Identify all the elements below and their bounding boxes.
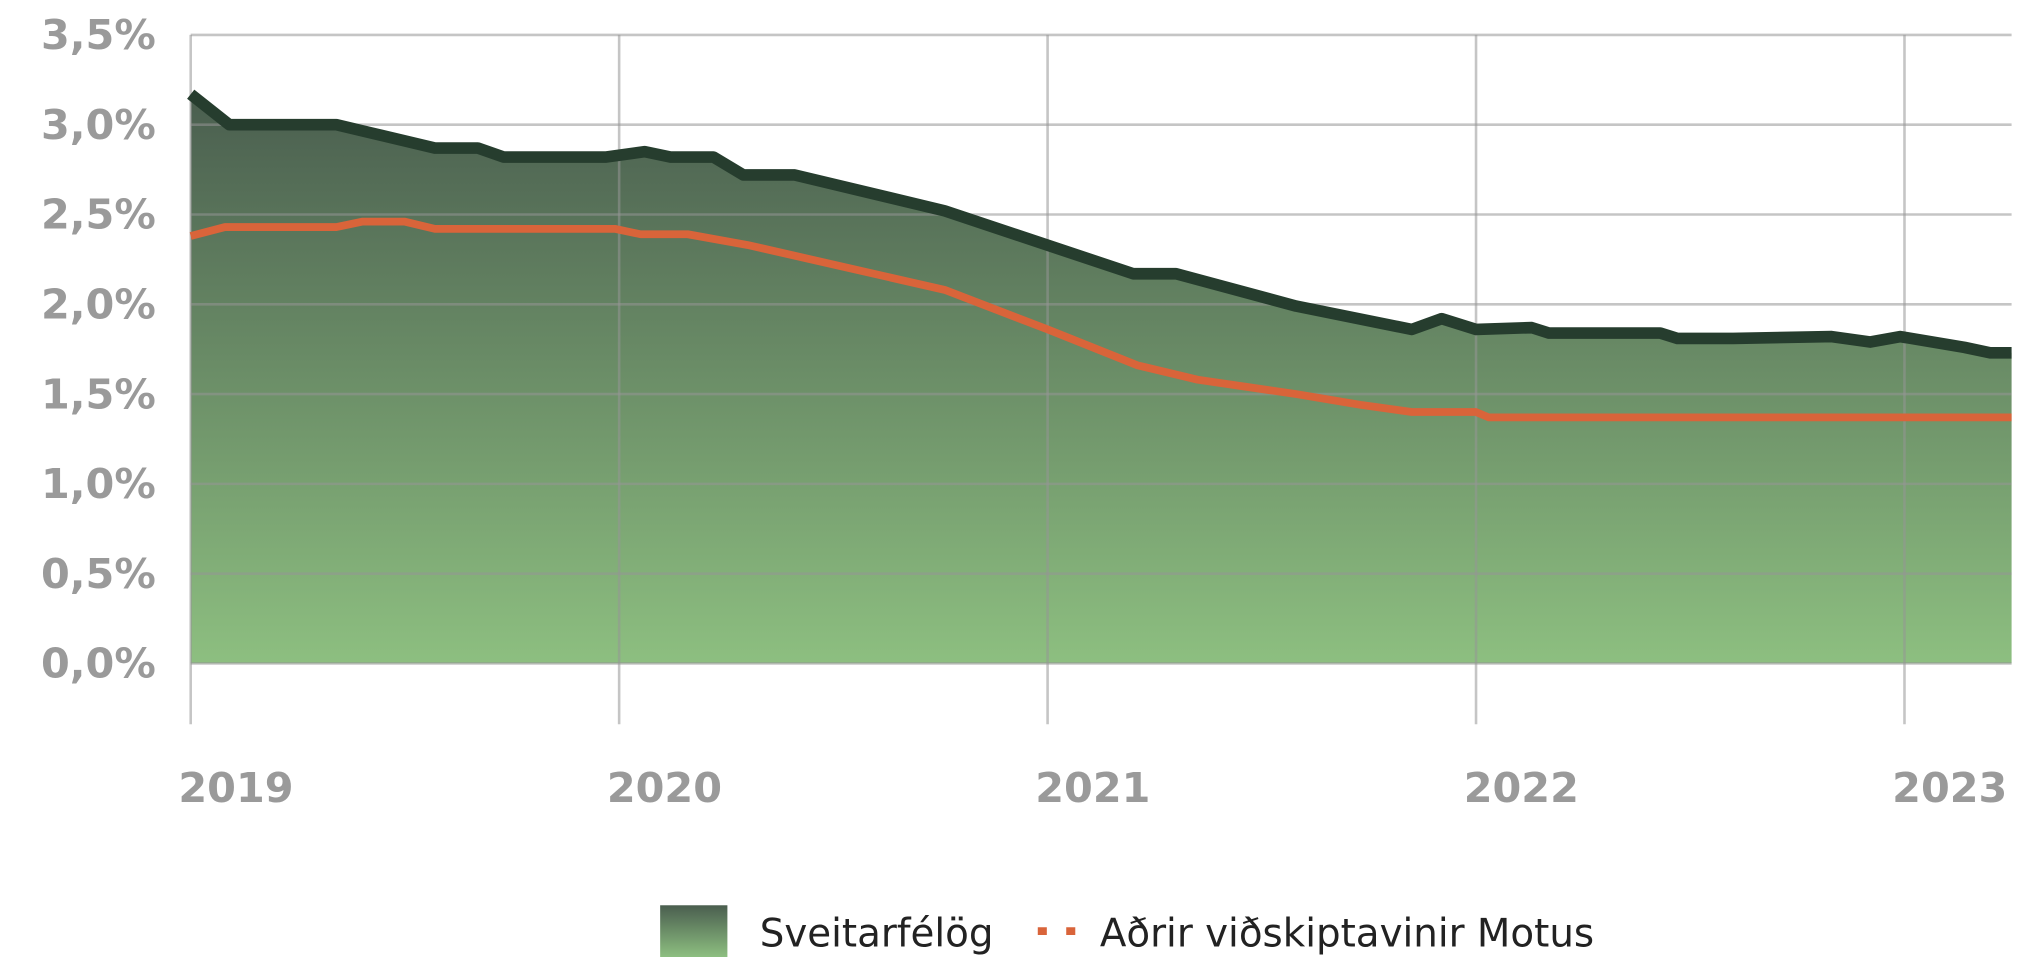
legend-label: Aðrir viðskiptavinir Motus xyxy=(1100,912,1594,957)
line xyxy=(189,217,2012,422)
y-tick-label: 3,5% xyxy=(41,11,156,59)
x-tick-label: 2019 xyxy=(178,764,293,812)
y-tick-label: 1,5% xyxy=(41,370,156,418)
legend-swatch xyxy=(660,905,728,957)
x-tick-label: 2020 xyxy=(607,764,722,812)
x-tick-label: 2023 xyxy=(1892,764,2007,812)
y-tick-label: 3,0% xyxy=(41,101,156,149)
y-tick-label: 0,5% xyxy=(41,550,156,598)
x-tick-label: 2021 xyxy=(1035,764,1150,812)
x-tick-label: 2022 xyxy=(1464,764,1579,812)
area xyxy=(190,94,2012,664)
y-tick-label: 1,0% xyxy=(41,460,156,508)
y-tick-label: 2,5% xyxy=(41,191,156,239)
y-tick-label: 2,0% xyxy=(41,281,156,329)
y-tick-label: 0,0% xyxy=(41,640,156,688)
legend-label: Sveitarfélög xyxy=(760,912,994,957)
line xyxy=(187,89,2012,359)
